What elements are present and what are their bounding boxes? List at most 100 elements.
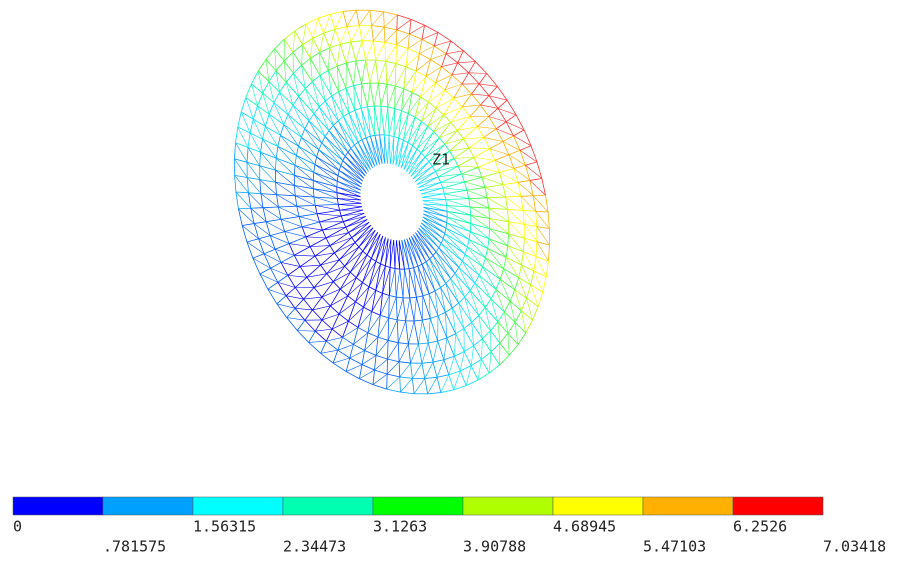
- mesh-edge: [301, 129, 305, 137]
- legend-level-label: 3.90788: [463, 538, 526, 556]
- mesh-edge: [305, 320, 315, 331]
- mesh-edge: [278, 207, 299, 217]
- mesh-edge: [261, 194, 278, 207]
- mesh-edge: [372, 26, 385, 27]
- mesh-edge: [409, 19, 411, 34]
- mesh-edge: [462, 105, 480, 107]
- mesh-edge: [388, 107, 389, 136]
- page: Z1 0.7815751.563152.344733.12633.907884.…: [0, 0, 913, 562]
- mesh-edge: [526, 320, 533, 333]
- mesh-edge: [479, 275, 491, 299]
- mesh-edge: [306, 237, 310, 247]
- mesh-edge: [414, 297, 416, 321]
- mesh-edge: [396, 45, 397, 64]
- mesh-edge: [347, 25, 359, 26]
- mesh-edge: [459, 261, 462, 267]
- mesh-edge: [304, 297, 322, 299]
- mesh-edge: [358, 140, 362, 142]
- mesh-edge: [478, 373, 489, 380]
- mesh-edge: [478, 167, 482, 177]
- mesh-edge: [369, 261, 376, 286]
- mesh-edge: [384, 27, 385, 42]
- mesh-edge: [409, 268, 414, 269]
- mesh-edge: [503, 142, 520, 151]
- mesh-edge: [326, 337, 342, 341]
- mesh-edge: [487, 198, 507, 210]
- mesh-edge: [421, 153, 425, 157]
- mesh-edge: [370, 135, 375, 136]
- mesh-edge: [389, 296, 396, 298]
- mesh-edge: [288, 275, 307, 277]
- mesh-edge: [260, 274, 278, 282]
- mesh-edge: [470, 116, 477, 126]
- mesh-edge: [422, 320, 428, 343]
- mesh-edge: [478, 359, 481, 380]
- mesh-edge: [338, 170, 339, 175]
- mesh-edge: [306, 230, 323, 237]
- mesh-edge: [408, 344, 410, 363]
- mesh-edge: [294, 255, 315, 256]
- mesh-edge: [366, 41, 374, 60]
- mesh-edge: [504, 301, 510, 312]
- mesh-edge: [491, 352, 500, 365]
- mesh-edge: [484, 129, 496, 138]
- mesh-edge: [297, 206, 299, 216]
- mesh-edge: [397, 320, 405, 321]
- mesh-edge: [353, 344, 364, 350]
- mesh-edge: [403, 114, 408, 141]
- mesh-edge: [408, 117, 415, 142]
- mesh-edge: [548, 212, 549, 229]
- mesh-edge: [418, 344, 422, 363]
- mesh-edge: [525, 165, 529, 180]
- mesh-edge: [263, 82, 269, 94]
- mesh-edge: [332, 92, 339, 96]
- mesh-edge: [458, 62, 476, 63]
- mesh-edge: [518, 333, 526, 345]
- mesh-edge: [362, 350, 365, 364]
- mesh-edge: [374, 83, 378, 106]
- mesh-edge: [338, 337, 343, 350]
- mesh-edge: [411, 344, 419, 363]
- mesh-edge: [348, 148, 351, 152]
- mesh-edge: [349, 110, 355, 113]
- mesh-edge: [343, 337, 354, 344]
- mesh-edge: [286, 288, 295, 296]
- mesh-edge: [530, 180, 546, 195]
- mesh-edge: [349, 233, 352, 238]
- mesh-edge: [479, 267, 483, 275]
- mesh-edge: [433, 341, 438, 362]
- mesh-edge: [330, 29, 335, 48]
- mesh-edge: [288, 115, 305, 129]
- mesh-edge: [536, 211, 550, 228]
- mesh-edge: [463, 137, 483, 138]
- mesh-edge: [458, 166, 478, 167]
- mesh-edge: [294, 185, 295, 195]
- mesh-edge: [337, 63, 346, 66]
- mesh-edge: [376, 261, 381, 264]
- mesh-edge: [389, 297, 397, 318]
- mesh-edge: [525, 162, 537, 165]
- mesh-edge: [371, 258, 376, 261]
- mesh-edge: [536, 242, 537, 257]
- mesh-edge: [408, 114, 415, 118]
- mesh-edge: [527, 285, 531, 298]
- mesh-edge: [299, 96, 309, 120]
- mesh-edge: [345, 266, 351, 272]
- mesh-edge: [465, 247, 467, 254]
- mesh-edge: [530, 179, 542, 181]
- mesh-edge: [479, 275, 496, 289]
- mesh-edge: [500, 343, 509, 355]
- mesh-edge: [335, 11, 343, 29]
- mesh-edge: [389, 296, 390, 318]
- mesh-edge: [337, 44, 340, 66]
- mesh-edge: [295, 196, 297, 206]
- mesh-edge: [387, 64, 396, 85]
- mesh-edge: [470, 290, 485, 307]
- mesh-edge: [276, 158, 295, 165]
- mesh-edge: [340, 289, 347, 296]
- legend-swatch: [193, 497, 283, 515]
- legend-swatch: [283, 497, 373, 515]
- mesh-edge: [441, 283, 446, 287]
- mesh-edge: [506, 197, 523, 210]
- mesh-edge: [412, 363, 422, 378]
